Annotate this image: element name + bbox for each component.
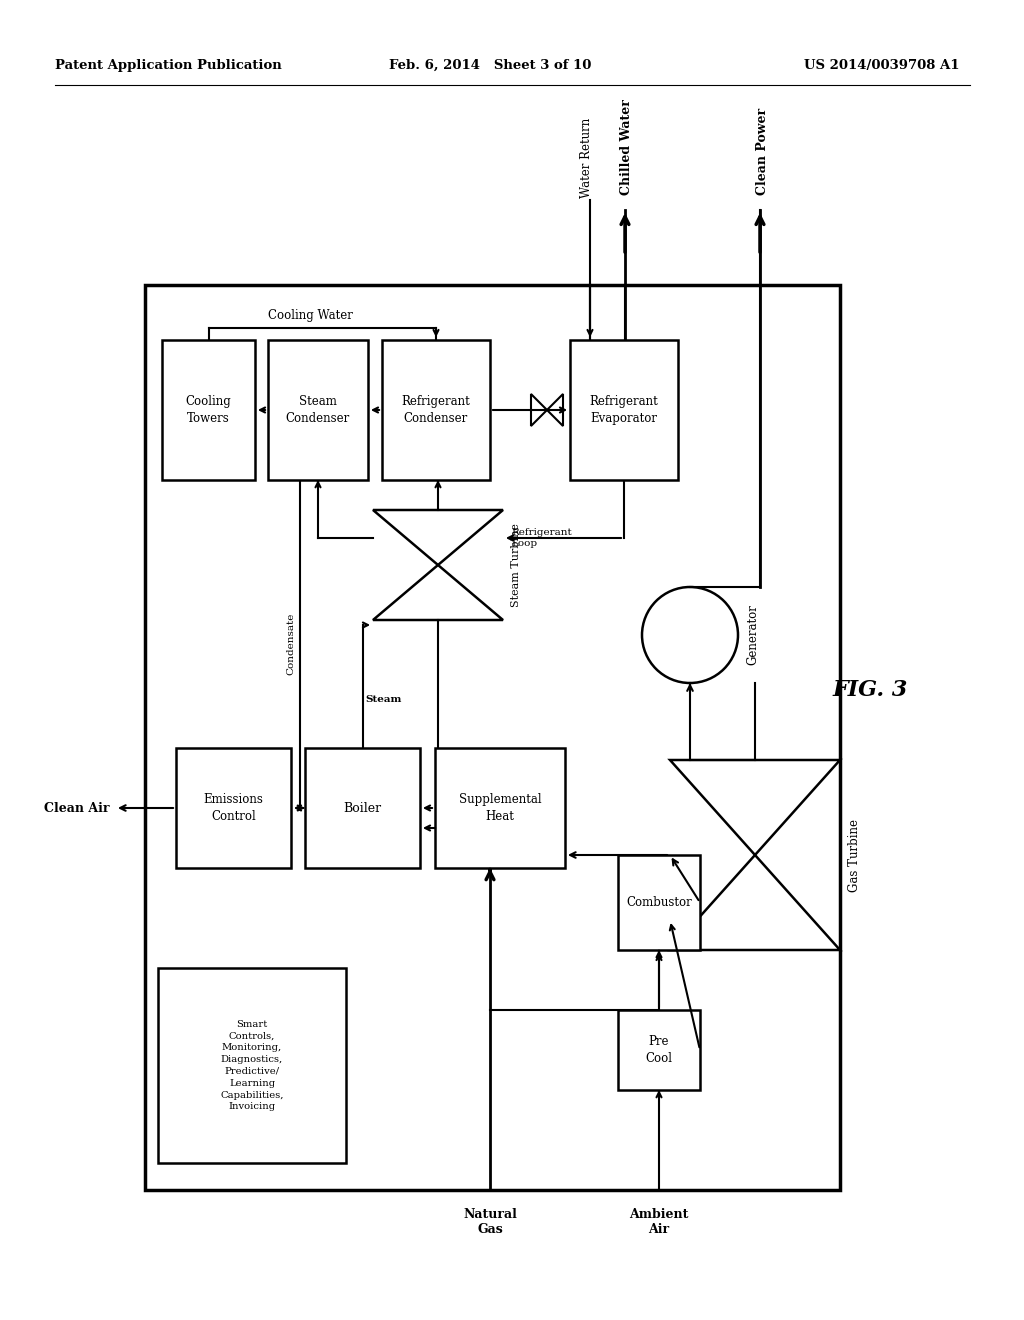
Text: Steam
Condenser: Steam Condenser xyxy=(286,395,350,425)
Text: Ambient
Air: Ambient Air xyxy=(630,1208,689,1236)
Text: Cooling Water: Cooling Water xyxy=(267,309,352,322)
Text: Clean Air: Clean Air xyxy=(44,801,110,814)
Bar xyxy=(305,748,420,869)
Text: FIG. 3: FIG. 3 xyxy=(833,678,907,701)
Text: Generator: Generator xyxy=(746,605,759,665)
Bar xyxy=(435,748,565,869)
Text: Water Return: Water Return xyxy=(580,117,593,198)
Text: Refrigerant
Condenser: Refrigerant Condenser xyxy=(401,395,470,425)
Bar xyxy=(145,285,840,1191)
Text: Chilled Water: Chilled Water xyxy=(621,99,634,195)
Text: Gas Turbine: Gas Turbine xyxy=(848,818,861,891)
Text: Cooling
Towers: Cooling Towers xyxy=(185,395,231,425)
Text: Refrigerant
Loop: Refrigerant Loop xyxy=(511,528,571,548)
Text: Feb. 6, 2014   Sheet 3 of 10: Feb. 6, 2014 Sheet 3 of 10 xyxy=(389,58,591,71)
Bar xyxy=(382,341,490,480)
Text: Clean Power: Clean Power xyxy=(756,108,768,195)
Text: Smart
Controls,
Monitoring,
Diagnostics,
Predictive/
Learning
Capabilities,
Invo: Smart Controls, Monitoring, Diagnostics,… xyxy=(220,1019,284,1111)
Bar xyxy=(570,341,678,480)
Text: Condensate: Condensate xyxy=(286,612,295,676)
Bar xyxy=(162,341,255,480)
Text: Natural
Gas: Natural Gas xyxy=(463,1208,517,1236)
Bar xyxy=(618,855,700,950)
Bar xyxy=(158,968,346,1163)
Text: Steam Turbine: Steam Turbine xyxy=(511,523,521,607)
Bar xyxy=(176,748,291,869)
Text: Steam: Steam xyxy=(366,694,401,704)
Bar xyxy=(268,341,368,480)
Text: Pre
Cool: Pre Cool xyxy=(645,1035,673,1065)
Text: Patent Application Publication: Patent Application Publication xyxy=(55,58,282,71)
Text: Supplemental
Heat: Supplemental Heat xyxy=(459,793,542,822)
Text: US 2014/0039708 A1: US 2014/0039708 A1 xyxy=(805,58,961,71)
Text: Emissions
Control: Emissions Control xyxy=(204,793,263,822)
Text: Refrigerant
Evaporator: Refrigerant Evaporator xyxy=(590,395,658,425)
Text: Boiler: Boiler xyxy=(343,801,382,814)
Bar xyxy=(618,1010,700,1090)
Text: Combustor: Combustor xyxy=(626,896,692,909)
